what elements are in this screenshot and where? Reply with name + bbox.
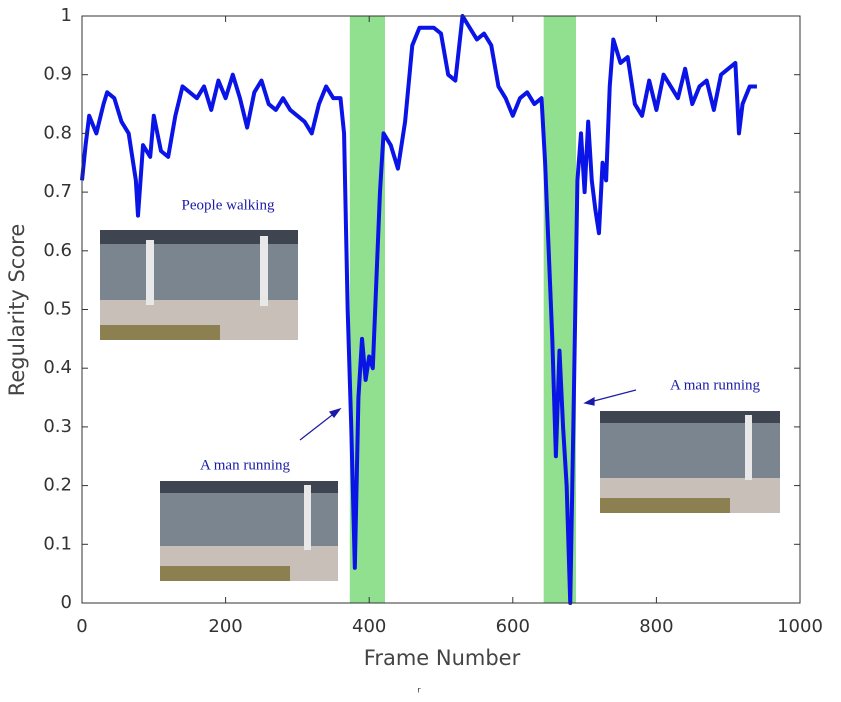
x-tick-label: 800 [639, 616, 673, 637]
inset-image [160, 481, 338, 581]
annotation: A man running [200, 457, 290, 473]
plot [80, 14, 757, 605]
y-tick-label: 0.8 [43, 122, 72, 143]
inset-image [100, 230, 298, 340]
y-tick-label: 0 [61, 592, 72, 613]
x-tick-label: 1000 [777, 616, 823, 637]
arrows [299, 389, 637, 441]
y-tick-label: 1 [61, 5, 72, 26]
x-tick-label: 0 [76, 616, 87, 637]
inset-image [600, 411, 780, 513]
footnote: r [417, 686, 421, 695]
annotation: A man running [670, 377, 760, 393]
y-tick-label: 0.5 [43, 299, 72, 320]
x-tick-label: 600 [496, 616, 530, 637]
x-tick-label: 400 [352, 616, 386, 637]
data-line [80, 14, 757, 605]
y-tick-label: 0.4 [43, 357, 72, 378]
y-axis-label: Regularity Score [5, 224, 29, 397]
x-tick-label: 200 [208, 616, 242, 637]
y-tick-label: 0.7 [43, 181, 72, 202]
y-tick-label: 0.6 [43, 240, 72, 261]
y-tick-label: 0.2 [43, 475, 72, 496]
y-tick-label: 0.3 [43, 416, 72, 437]
y-tick-label: 0.1 [43, 533, 72, 554]
y-tick-label: 0.9 [43, 64, 72, 85]
x-axis-label: Frame Number [364, 646, 521, 670]
annotation: People walking [182, 197, 275, 213]
